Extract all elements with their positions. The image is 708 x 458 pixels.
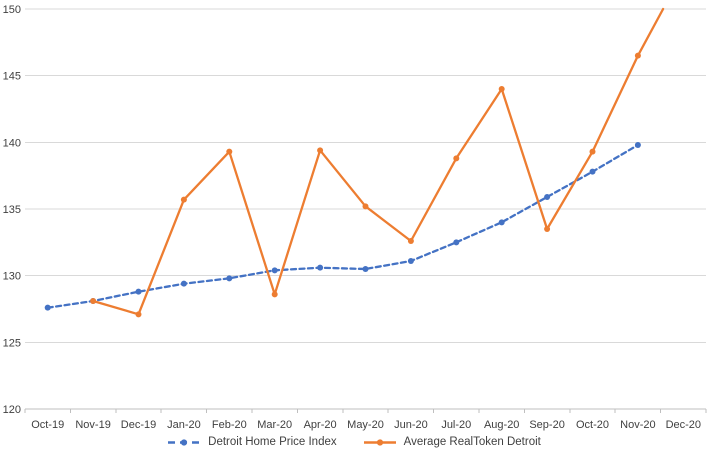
data-point-marker: [271, 291, 278, 298]
chart-legend: Detroit Home Price Index Average RealTok…: [0, 436, 708, 448]
x-tick-label: Jan-20: [167, 419, 201, 431]
gridlines: [25, 8, 706, 410]
data-point-marker: [634, 52, 641, 59]
legend-item-detroit-home-price-index: Detroit Home Price Index: [167, 436, 337, 448]
x-tick-label: Sep-20: [529, 419, 564, 431]
data-point-marker: [90, 298, 97, 304]
data-point-marker: [226, 275, 233, 282]
y-axis-labels: 120 125 130 135 140 145 150: [3, 4, 21, 416]
x-tick-label: May-20: [347, 419, 384, 431]
x-tick-label: Jul-20: [441, 419, 471, 431]
legend-item-average-realtoken-detroit: Average RealToken Detroit: [363, 436, 541, 448]
x-tick-label: Oct-19: [31, 419, 64, 431]
data-point-marker: [453, 239, 460, 246]
solid-line-marker-icon: [363, 438, 396, 446]
x-axis-ticks: [24, 409, 707, 413]
data-point-marker: [362, 203, 369, 210]
x-tick-label: Oct-20: [576, 419, 609, 431]
data-point-marker: [498, 86, 505, 92]
x-tick-label: Mar-20: [257, 419, 292, 431]
data-point-marker: [180, 280, 187, 287]
data-point-marker: [44, 304, 51, 311]
y-tick-label: 130: [3, 271, 21, 283]
y-tick-label: 140: [3, 137, 21, 149]
data-point-marker: [135, 311, 142, 318]
data-point-marker: [634, 142, 641, 148]
x-tick-label: Dec-20: [666, 419, 701, 431]
x-tick-label: Nov-20: [620, 419, 655, 431]
data-point-marker: [453, 155, 460, 162]
x-tick-label: Jun-20: [394, 419, 428, 431]
x-tick-label: Aug-20: [484, 419, 519, 431]
y-tick-label: 120: [3, 404, 21, 416]
series-average-realtoken-detroit: [90, 7, 665, 318]
y-tick-label: 135: [3, 204, 21, 216]
data-point-marker: [544, 194, 551, 200]
y-tick-label: 150: [3, 4, 21, 16]
data-point-marker: [544, 226, 551, 232]
series-detroit-home-price-index: [44, 142, 641, 311]
y-tick-label: 125: [3, 337, 21, 349]
data-point-marker: [498, 219, 505, 226]
data-point-marker: [226, 148, 233, 155]
x-tick-label: Feb-20: [212, 419, 247, 431]
data-point-marker: [589, 148, 596, 155]
x-tick-label: Apr-20: [304, 419, 337, 431]
data-point-marker: [362, 266, 369, 272]
x-tick-label: Nov-19: [75, 419, 110, 431]
legend-label: Average RealToken Detroit: [403, 436, 541, 448]
data-point-marker: [589, 168, 596, 175]
legend-label: Detroit Home Price Index: [208, 436, 337, 448]
y-tick-label: 145: [3, 71, 21, 83]
x-tick-label: Dec-19: [121, 419, 156, 431]
data-point-marker: [407, 238, 414, 244]
data-point-marker: [135, 288, 142, 295]
data-point-marker: [317, 147, 324, 154]
series-line: [91, 7, 665, 316]
data-point-marker: [317, 264, 324, 271]
dashed-line-marker-icon: [168, 438, 201, 446]
data-point-marker: [180, 196, 187, 203]
series-line: [46, 143, 640, 309]
data-point-marker: [271, 267, 278, 274]
x-axis-labels: Oct-19 Nov-19 Dec-19 Jan-20 Feb-20 Mar-20 Apr-…: [31, 419, 701, 431]
data-point-marker: [407, 258, 414, 264]
